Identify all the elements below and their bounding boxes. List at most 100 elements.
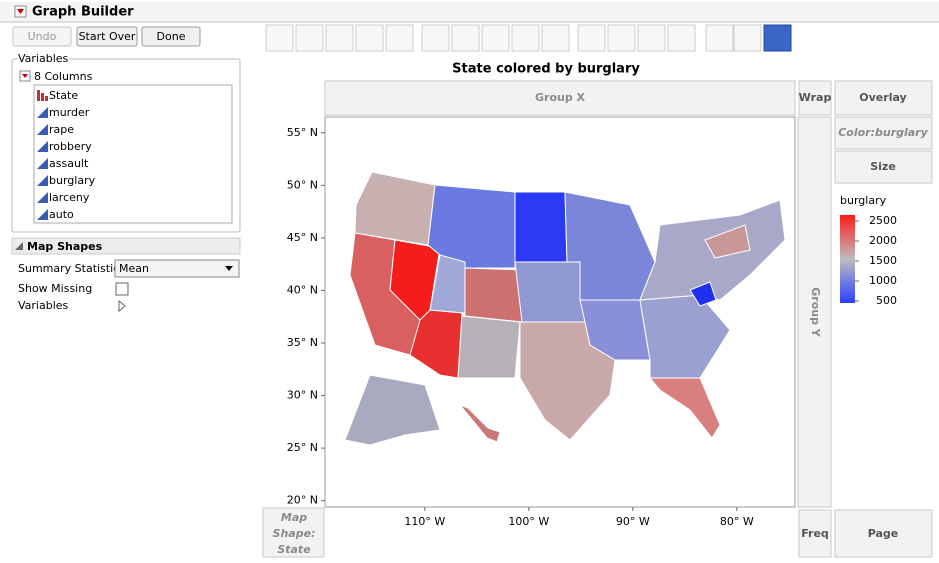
variables-title: Variables: [18, 52, 69, 65]
state-shape: [514, 261, 586, 323]
legend-tick-label: 1500: [869, 254, 897, 267]
column-item[interactable]: larceny: [49, 191, 90, 204]
nominal-icon: [37, 90, 40, 101]
title-bar: [0, 2, 939, 22]
summary-statistic-select[interactable]: [114, 259, 240, 278]
nominal-icon: [45, 96, 48, 101]
y-tick-label: 30° N: [287, 389, 318, 402]
graph-type-icon[interactable]: [667, 24, 696, 52]
state-shape: [458, 403, 501, 443]
continuous-icon: [37, 107, 48, 118]
wrap-label: Wrap: [799, 91, 832, 104]
x-tick-label: 90° W: [616, 515, 650, 528]
color-gradient: [840, 215, 855, 303]
state-shape: [344, 374, 441, 446]
legend-tick-label: 2500: [869, 214, 897, 227]
graph-type-icon[interactable]: [511, 24, 540, 52]
expand-arrow[interactable]: [118, 299, 126, 313]
graph-type-icon[interactable]: [763, 24, 792, 52]
column-item[interactable]: robbery: [49, 140, 92, 153]
column-item[interactable]: auto: [49, 208, 74, 221]
freq-zone[interactable]: [798, 509, 832, 558]
color-zone[interactable]: [834, 116, 933, 150]
window-title: Graph Builder: [32, 5, 134, 20]
map-shape-label: Shape:: [273, 527, 316, 540]
y-tick-label: 55° N: [287, 126, 318, 139]
state-shape: [457, 315, 521, 379]
continuous-icon: [37, 158, 48, 169]
graph-type-icon[interactable]: [481, 24, 510, 52]
summary-statistic-value: Mean: [119, 262, 149, 275]
graph-type-icon[interactable]: [421, 24, 450, 52]
disclosure-icon: [15, 242, 23, 250]
map-shapes-title: Map Shapes: [27, 240, 103, 253]
start-over-button[interactable]: [76, 26, 138, 47]
column-list: [33, 84, 233, 224]
state-shape: [704, 224, 751, 259]
x-tick-label: 80° W: [720, 515, 754, 528]
column-item[interactable]: burglary: [49, 174, 96, 187]
graph-type-icon[interactable]: [705, 24, 734, 52]
group-x-zone[interactable]: [324, 80, 796, 116]
show-missing-checkbox[interactable]: [115, 282, 129, 296]
continuous-icon: [37, 124, 48, 135]
legend-tick-label: 2000: [869, 234, 897, 247]
graph-type-icon[interactable]: [295, 24, 324, 52]
done-label: Done: [157, 30, 186, 43]
graph-title: State colored by burglary: [452, 62, 640, 77]
group-y-zone[interactable]: [797, 116, 832, 508]
graph-type-icon[interactable]: [541, 24, 570, 52]
graph-type-icon[interactable]: [607, 24, 636, 52]
color-label: Color:burglary: [838, 126, 928, 139]
continuous-icon: [37, 192, 48, 203]
column-item[interactable]: murder: [49, 106, 90, 119]
x-tick-label: 100° W: [508, 515, 549, 528]
undo-button[interactable]: [12, 26, 72, 47]
size-label: Size: [870, 160, 896, 173]
graph-type-icon[interactable]: [733, 24, 762, 52]
graph-type-icon[interactable]: [385, 24, 414, 52]
graph-type-icon[interactable]: [451, 24, 480, 52]
summary-statistic-label: Summary Statistic: [18, 262, 119, 275]
done-button[interactable]: [141, 26, 201, 47]
dropdown-arrow: [225, 266, 233, 271]
columns-count: 8 Columns: [34, 70, 93, 83]
y-tick-label: 20° N: [287, 494, 318, 507]
state-shape: [464, 267, 526, 323]
menu-triangle: [17, 9, 24, 14]
y-tick-label: 40° N: [287, 283, 318, 296]
start-over-label: Start Over: [79, 30, 136, 43]
map-shapes-header[interactable]: [11, 237, 241, 255]
y-tick-label: 50° N: [287, 178, 318, 191]
graph-type-icon[interactable]: [355, 24, 384, 52]
state-shape: [689, 281, 717, 307]
column-item[interactable]: rape: [49, 123, 74, 136]
freq-label: Freq: [801, 527, 829, 540]
overlay-zone[interactable]: [834, 80, 933, 116]
wrap-zone[interactable]: [798, 80, 832, 116]
y-tick-label: 45° N: [287, 231, 318, 244]
group-y-label: Group Y: [809, 287, 822, 338]
graph-type-icon[interactable]: [265, 24, 294, 52]
map-shape-zone[interactable]: [262, 507, 325, 558]
page-zone[interactable]: [834, 509, 933, 558]
graph-type-icon[interactable]: [637, 24, 666, 52]
variables-label: Variables: [18, 299, 69, 312]
legend-title: burglary: [840, 194, 887, 207]
graph-type-icon[interactable]: [325, 24, 354, 52]
y-tick-label: 35° N: [287, 336, 318, 349]
group-x-label: Group X: [535, 91, 586, 104]
size-zone[interactable]: [834, 150, 933, 184]
undo-label: Undo: [28, 30, 57, 43]
overlay-label: Overlay: [859, 91, 906, 104]
y-tick-label: 25° N: [287, 441, 318, 454]
column-item[interactable]: assault: [49, 157, 89, 170]
graph-type-icon[interactable]: [577, 24, 606, 52]
map: [344, 171, 786, 446]
show-missing-label: Show Missing: [18, 282, 92, 295]
page-label: Page: [868, 527, 899, 540]
continuous-icon: [37, 175, 48, 186]
nominal-icon: [41, 93, 44, 101]
column-item[interactable]: State: [49, 89, 78, 102]
